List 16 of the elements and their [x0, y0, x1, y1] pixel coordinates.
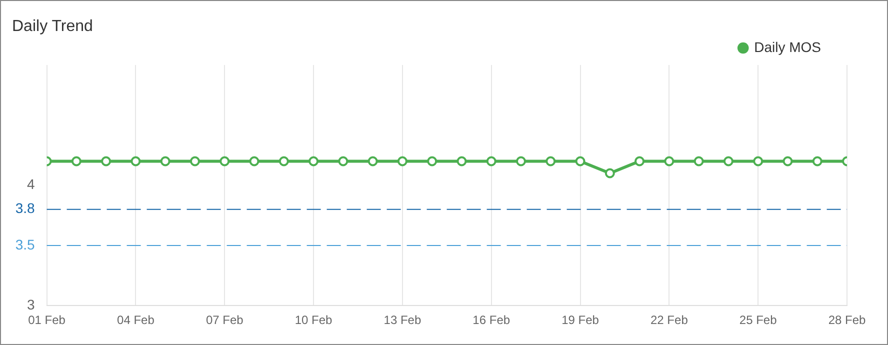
chart-title: Daily Trend: [12, 18, 93, 36]
x-tick-label: 19 Feb: [562, 313, 600, 328]
x-tick-label: 01 Feb: [28, 313, 66, 328]
x-tick-label: 13 Feb: [384, 313, 422, 328]
x-tick-label: 28 Feb: [828, 313, 866, 328]
x-tick-label: 10 Feb: [294, 313, 333, 328]
x-tick-label: 22 Feb: [650, 313, 688, 328]
ref-line-label: 3.5: [15, 236, 35, 252]
legend-label: Daily MOS: [754, 38, 822, 55]
ref-line-label: 3.8: [15, 200, 35, 216]
x-tick-label: 07 Feb: [206, 313, 244, 328]
y-tick-label: 4: [26, 176, 35, 192]
y-tick-label: 3: [26, 296, 35, 312]
x-tick-label: 04 Feb: [117, 313, 155, 328]
x-tick-label: 25 Feb: [739, 313, 778, 328]
x-tick-label: 16 Feb: [472, 313, 510, 328]
